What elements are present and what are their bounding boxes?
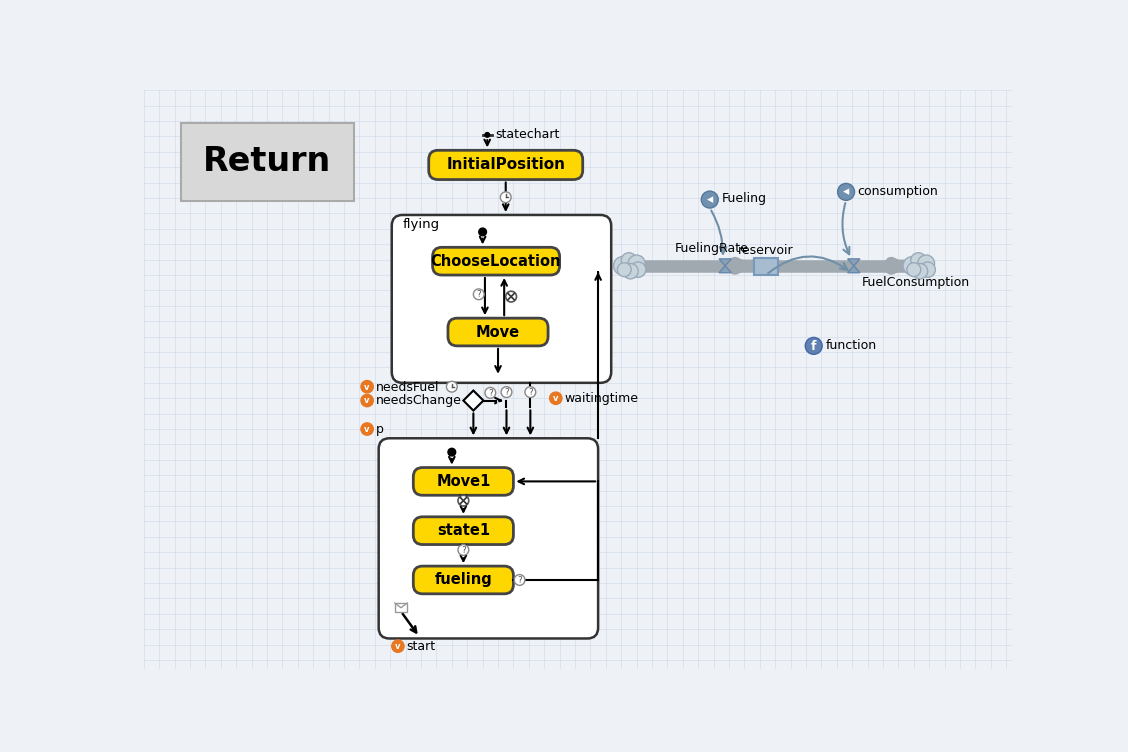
Circle shape [505,291,517,302]
FancyArrowPatch shape [843,203,849,254]
Circle shape [485,132,490,137]
Text: ◂: ◂ [706,193,713,206]
FancyBboxPatch shape [391,215,611,383]
Text: v: v [553,394,558,403]
Text: InitialPosition: InitialPosition [447,157,565,172]
Circle shape [501,387,512,398]
Circle shape [514,575,525,585]
Text: v: v [364,425,370,434]
Circle shape [458,544,469,555]
Text: statechart: statechart [495,128,561,141]
FancyArrowPatch shape [711,211,726,253]
FancyBboxPatch shape [413,468,513,496]
Circle shape [361,381,373,393]
Circle shape [391,640,404,652]
Text: Fueling: Fueling [721,193,766,205]
Text: ?: ? [504,388,509,397]
Text: needsChange: needsChange [376,395,461,408]
Circle shape [549,392,562,405]
Polygon shape [464,390,484,411]
FancyBboxPatch shape [413,566,513,594]
Text: f: f [811,340,817,353]
Circle shape [485,387,495,399]
Circle shape [361,423,373,435]
Text: FuelingRate: FuelingRate [675,242,748,256]
Text: waitingtime: waitingtime [564,392,638,405]
Polygon shape [719,259,731,273]
Circle shape [361,394,373,407]
Text: state1: state1 [437,523,490,538]
FancyBboxPatch shape [432,247,559,275]
Circle shape [805,338,822,354]
Text: ?: ? [528,388,532,397]
Text: Return: Return [203,145,332,178]
Text: v: v [395,642,400,651]
Text: start: start [406,640,435,653]
Polygon shape [847,259,860,273]
Circle shape [448,448,456,456]
Bar [395,603,407,611]
Text: ChooseLocation: ChooseLocation [431,253,561,268]
Text: v: v [364,396,370,405]
Circle shape [622,253,636,268]
Bar [755,258,777,275]
Circle shape [631,262,646,277]
Text: ?: ? [518,576,522,585]
Text: FuelConsumption: FuelConsumption [862,276,970,290]
Circle shape [838,183,855,200]
Text: function: function [826,339,876,353]
Circle shape [913,263,927,279]
Circle shape [623,263,638,279]
Text: fueling: fueling [434,572,492,587]
Circle shape [628,255,645,272]
Circle shape [910,253,926,268]
Text: ◂: ◂ [843,186,849,199]
Circle shape [702,191,719,208]
Text: consumption: consumption [857,184,938,198]
Circle shape [525,387,536,398]
FancyBboxPatch shape [429,150,583,180]
Circle shape [918,255,935,272]
Circle shape [458,496,469,506]
FancyBboxPatch shape [413,517,513,544]
Text: Move1: Move1 [437,474,491,489]
Circle shape [474,289,484,300]
Circle shape [907,262,920,277]
Text: ?: ? [488,389,493,398]
Circle shape [920,262,935,277]
Text: needsFuel: needsFuel [376,381,439,393]
FancyArrowPatch shape [768,256,847,273]
Circle shape [447,381,457,392]
Text: ?: ? [461,546,466,555]
Circle shape [478,228,486,236]
Circle shape [617,262,632,277]
FancyBboxPatch shape [448,318,548,346]
Bar [180,123,354,201]
Text: reservoir: reservoir [738,244,794,257]
Circle shape [904,256,922,275]
Circle shape [501,192,511,202]
Text: v: v [364,383,370,392]
FancyBboxPatch shape [379,438,598,638]
Circle shape [614,256,632,275]
Text: p: p [376,423,384,436]
Text: flying: flying [403,219,440,232]
Text: ?: ? [476,290,482,299]
Text: Move: Move [476,325,520,339]
